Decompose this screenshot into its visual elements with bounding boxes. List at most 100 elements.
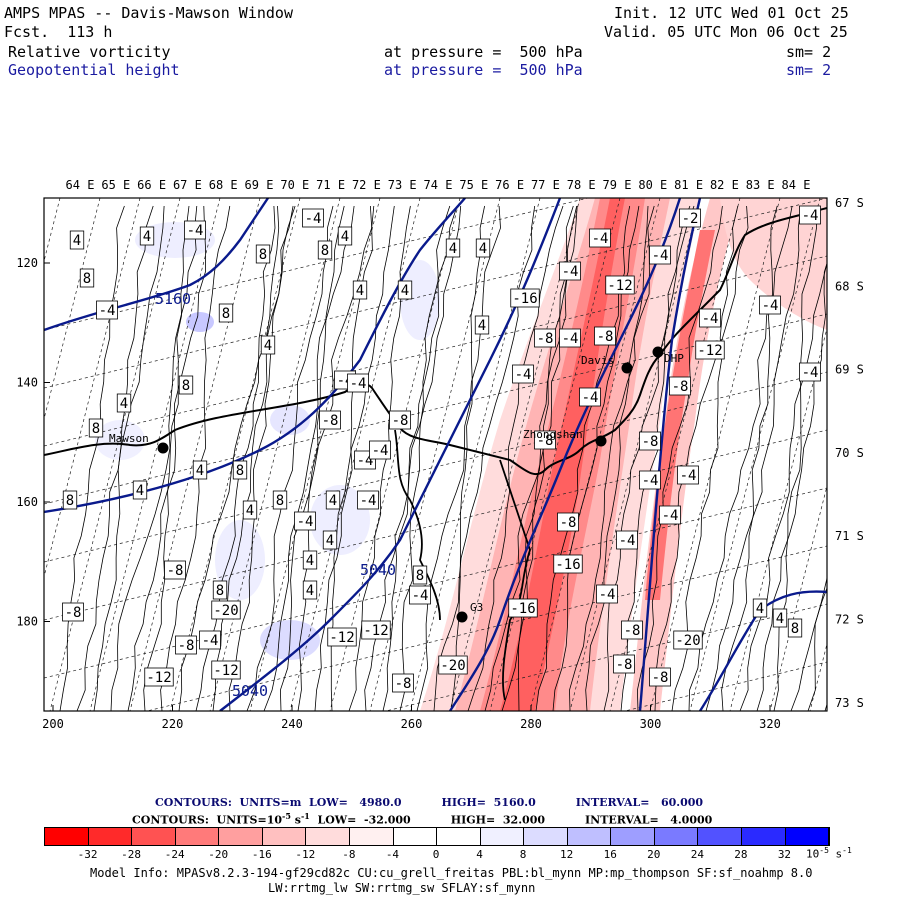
vorticity-value-label: 4 (69, 230, 85, 250)
vorticity-value-label: 8 (232, 460, 248, 480)
longitude-label: 83 E (746, 178, 775, 192)
svg-text:-4: -4 (762, 298, 779, 314)
vorticity-value-label: 4 (192, 460, 208, 480)
model-info-line2: LW:rrtmg_lw SW:rrtmg_sw SFLAY:sf_mynn (268, 881, 536, 895)
x-tick-label: 260 (401, 717, 423, 731)
vorticity-value-label: -4 (369, 440, 391, 460)
colorbar-swatch (698, 828, 742, 845)
colorbar-label: -20 (208, 848, 229, 861)
longitude-label: 68 E (209, 178, 238, 192)
vorticity-value-label: -4 (294, 511, 316, 531)
vorticity-value-label: 4 (302, 550, 318, 570)
svg-text:4: 4 (196, 463, 204, 479)
colorbar-swatch (262, 828, 307, 845)
field1-level: at pressure = 500 hPa (384, 43, 583, 61)
height-contour-info: CONTOURS: UNITS=m LOW= 4980.0 HIGH= 5160.… (155, 796, 703, 809)
svg-text:-4: -4 (202, 633, 219, 649)
longitude-label: 75 E (459, 178, 488, 192)
svg-text:4: 4 (143, 229, 151, 245)
svg-text:4: 4 (776, 611, 784, 627)
coastline-inner (394, 429, 531, 701)
longitude-label: 71 E (316, 178, 345, 192)
vorticity-contour-units-exp: -5 (282, 811, 291, 821)
latitude-label: 67 S (835, 196, 864, 210)
svg-text:-8: -8 (624, 623, 641, 639)
vorticity-value-label: -4 (409, 585, 431, 605)
vorticity-value-label: -4 (639, 470, 661, 490)
station-dhp: DHP (652, 346, 684, 365)
longitude-label: 81 E (674, 178, 703, 192)
vorticity-value-label: 4 (325, 490, 341, 510)
longitude-label: 77 E (531, 178, 560, 192)
vorticity-value-label: -4 (596, 584, 618, 604)
colorbar-unit-s: s (828, 847, 843, 861)
vorticity-contour-info: CONTOURS: UNITS=10-5 s-1 LOW= -32.000 HIG… (132, 811, 712, 827)
svg-text:8: 8 (66, 493, 74, 509)
svg-text:-4: -4 (642, 473, 659, 489)
vorticity-value-label: 8 (218, 303, 234, 323)
svg-text:-8: -8 (178, 638, 195, 654)
vorticity-value-label: 4 (475, 238, 491, 258)
colorbar-swatch (219, 828, 263, 845)
svg-text:8: 8 (259, 247, 267, 263)
init-time: Init. 12 UTC Wed 01 Oct 25 (614, 4, 849, 22)
vorticity-value-label: -8 (392, 673, 414, 693)
colorbar-label: -32 (77, 848, 98, 861)
vorticity-value-label: -12 (144, 667, 174, 687)
svg-text:4: 4 (120, 396, 128, 412)
svg-text:-4: -4 (562, 264, 579, 280)
station-marker (157, 442, 169, 454)
svg-text:-8: -8 (537, 433, 554, 449)
height-contour-4980b (638, 198, 702, 711)
colorbar-label: 16 (603, 848, 617, 861)
vorticity-value-label: 4 (302, 580, 318, 600)
height-contour-5160 (44, 198, 269, 332)
svg-text:8: 8 (222, 306, 230, 322)
svg-text:-4: -4 (680, 468, 697, 484)
svg-text:4: 4 (329, 493, 337, 509)
station-marker (595, 435, 607, 447)
forecast-hour: Fcst. 113 h (4, 23, 113, 41)
colorbar-swatch (45, 828, 89, 845)
vorticity-value-label: 4 (132, 480, 148, 500)
svg-text:-4: -4 (515, 367, 532, 383)
colorbar (44, 827, 830, 846)
colorbar-label: -4 (385, 848, 400, 861)
vorticity-contour-high: HIGH= 32.000 (450, 813, 546, 827)
colorbar-label: -24 (164, 848, 185, 861)
svg-text:4: 4 (356, 283, 364, 299)
vorticity-positive-patch (400, 260, 440, 340)
field2-smoothing: sm= 2 (786, 61, 832, 79)
svg-text:4: 4 (264, 338, 272, 354)
svg-text:-8: -8 (616, 657, 633, 673)
svg-text:-16: -16 (510, 601, 535, 617)
vorticity-contour-units: CONTOURS: UNITS=10 (132, 813, 283, 827)
svg-text:4: 4 (341, 229, 349, 245)
svg-text:-12: -12 (697, 343, 722, 359)
station-marker (456, 611, 468, 623)
svg-text:4: 4 (306, 583, 314, 599)
vorticity-value-label: 4 (397, 280, 413, 300)
field2-name: Geopotential height (8, 61, 180, 79)
longitude-label: 67 E (173, 178, 202, 192)
plot-title: AMPS MPAS -- Davis-Mawson Window (4, 4, 293, 22)
station-davis: Davis (581, 354, 633, 374)
svg-text:-4: -4 (412, 588, 429, 604)
svg-text:8: 8 (216, 583, 224, 599)
colorbar-label: -28 (121, 848, 142, 861)
longitude-label: 66 E (137, 178, 166, 192)
longitude-label: 73 E (388, 178, 417, 192)
colorbar-label: 32 (777, 848, 792, 861)
latitude-label: 69 S (835, 363, 864, 377)
colorbar-unit-base: 10 (806, 847, 820, 861)
vorticity-value-label: -16 (553, 554, 583, 574)
longitude-label: 69 E (245, 178, 274, 192)
y-tick-label: 180 (16, 615, 38, 629)
svg-text:8: 8 (321, 243, 329, 259)
vorticity-value-label: -16 (510, 288, 540, 308)
svg-text:8: 8 (92, 421, 100, 437)
svg-text:-4: -4 (187, 223, 204, 239)
svg-text:-4: -4 (592, 231, 609, 247)
vorticity-value-label: 8 (88, 418, 104, 438)
field2-level: at pressure = 500 hPa (384, 61, 583, 79)
